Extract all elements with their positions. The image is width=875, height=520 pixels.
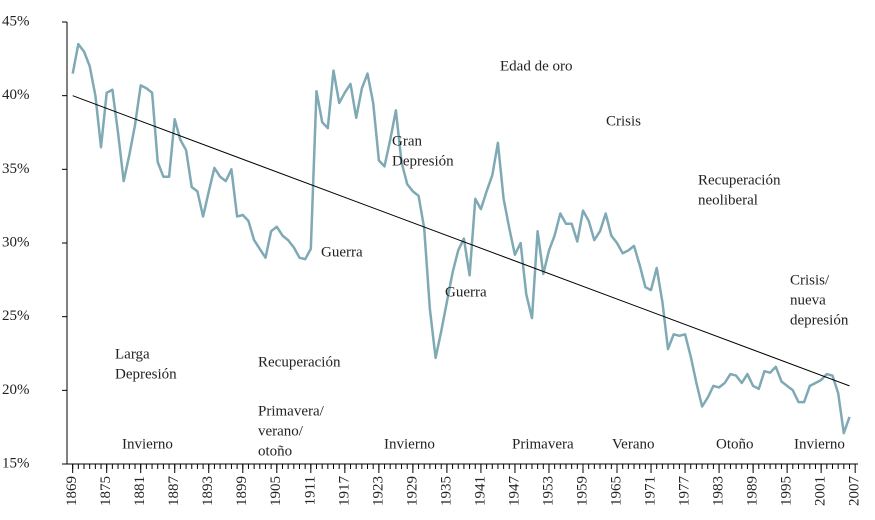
x-tick-label: 1893 [200,476,216,506]
x-tick-label: 1899 [234,476,250,506]
annotation: Crisis/ [790,272,830,288]
annotation: Primavera [512,436,574,452]
y-tick-label: 45% [2,13,30,29]
annotation: Crisis [606,113,641,129]
annotation: otoño [258,443,292,459]
annotation: Recuperación [698,172,781,188]
annotation: Primavera/ [258,403,325,419]
annotation: Invierno [384,436,435,452]
x-tick-label: 1959 [574,476,590,506]
annotation: Otoño [716,436,754,452]
x-tick-label: 1869 [64,476,80,506]
annotation: nueva [790,292,826,308]
x-tick-label: 1953 [540,476,556,506]
y-tick-label: 20% [2,382,30,398]
annotation: Guerra [321,244,363,260]
y-tick-label: 40% [2,87,30,103]
annotation: Invierno [122,436,173,452]
x-tick-label: 2001 [813,476,829,506]
y-tick-label: 30% [2,234,30,250]
annotation: Edad de oro [500,58,572,74]
annotation: Guerra [445,284,487,300]
x-tick-label: 1983 [711,476,727,506]
x-tick-label: 1971 [642,476,658,506]
x-tick-label: 1887 [166,476,182,507]
annotation: Invierno [794,436,845,452]
annotation: neoliberal [698,192,758,208]
annotation: Larga [115,346,150,362]
y-tick-label: 35% [2,161,30,177]
annotation: Verano [612,436,654,452]
x-tick-label: 1977 [676,476,692,507]
x-tick-label: 1911 [302,476,318,505]
x-tick-label: 1923 [370,476,386,506]
annotation: Recuperación [258,354,341,370]
annotation: Gran [392,133,422,149]
x-tick-label: 1965 [608,476,624,506]
x-tick-label: 1989 [745,476,761,506]
x-tick-label: 2007 [847,476,863,507]
y-tick-label: 15% [2,455,30,471]
trend-line [72,95,850,387]
x-tick-label: 1995 [779,476,795,506]
x-tick-label: 1875 [98,476,114,506]
data-line [71,42,851,435]
annotation: Depresión [392,153,454,169]
x-tick-label: 1917 [336,476,352,507]
y-tick-label: 25% [2,308,30,324]
annotation: Depresión [115,366,177,382]
x-tick-label: 1947 [506,476,522,507]
x-tick-label: 1905 [268,476,284,506]
x-tick-label: 1941 [472,476,488,506]
annotation: verano/ [258,423,304,439]
annotation: depresión [790,312,849,328]
x-tick-label: 1935 [438,476,454,506]
x-tick-label: 1881 [132,476,148,506]
x-tick-label: 1929 [404,476,420,506]
